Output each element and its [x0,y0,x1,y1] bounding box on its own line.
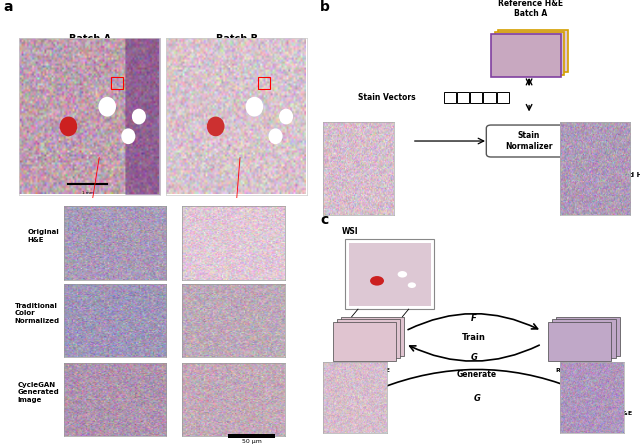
Text: a: a [3,0,13,14]
Text: G: G [470,353,477,361]
Bar [552,319,616,358]
Text: WSI: WSI [342,227,359,236]
Bar [491,35,561,77]
Text: Train: Train [461,333,486,342]
Text: F: F [471,314,477,323]
Circle shape [132,109,146,124]
Bar [258,77,270,89]
Text: 1 mm: 1 mm [82,191,94,195]
Text: Reference H&E
Batch A: Reference H&E Batch A [556,368,609,379]
Circle shape [370,276,384,285]
Text: b: b [320,0,330,14]
Circle shape [408,282,416,288]
Bar [483,92,495,103]
Circle shape [122,128,136,144]
Text: 50 μm: 50 μm [241,439,262,444]
Text: c: c [320,213,328,227]
Text: Stain Vectors: Stain Vectors [358,93,415,102]
Text: Original H&E
Batch B: Original H&E Batch B [345,368,390,379]
Bar [444,92,456,103]
Bar [457,92,469,103]
Bar [498,30,568,72]
Circle shape [269,128,283,144]
Text: Stain
Normalizer: Stain Normalizer [506,131,553,151]
Text: Generate: Generate [457,370,497,379]
Circle shape [60,117,77,136]
Bar [556,317,620,356]
FancyBboxPatch shape [486,125,572,157]
Circle shape [397,271,407,278]
Bar [497,92,509,103]
Text: Reference H&E
Batch A: Reference H&E Batch A [498,0,563,18]
Bar [111,77,123,89]
Text: CycleGAN
Generated
Image: CycleGAN Generated Image [18,381,60,403]
Circle shape [99,97,116,117]
Bar [333,322,396,361]
Bar [470,92,482,103]
Circle shape [246,97,263,117]
Bar [349,243,431,306]
Text: Normalized H&E: Normalized H&E [589,172,640,178]
Circle shape [279,109,293,124]
Bar [495,32,564,75]
Circle shape [207,117,225,136]
Text: Original H&E
Batch B: Original H&E Batch B [326,411,371,422]
Text: Traditional
Color
Normalized: Traditional Color Normalized [15,303,60,324]
Text: Batch B: Batch B [216,34,258,44]
Text: G: G [474,394,480,403]
Bar [228,434,275,438]
Bar [548,322,611,361]
Text: Generated H&E: Generated H&E [578,411,632,416]
Text: Original
H&E: Original H&E [28,229,60,242]
Bar [337,319,400,358]
Bar [346,239,434,309]
Text: Batch A: Batch A [68,34,111,44]
Text: Original H&E
Batch B: Original H&E Batch B [342,172,393,185]
Bar [341,317,404,356]
